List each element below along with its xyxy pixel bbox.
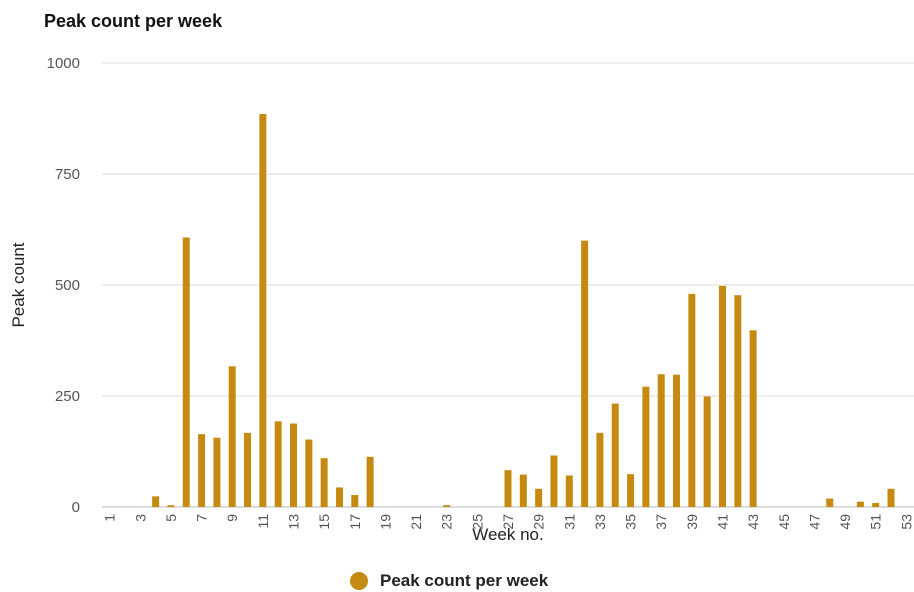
bar xyxy=(718,285,726,507)
x-tick-label: 21 xyxy=(408,514,424,530)
bar xyxy=(565,475,573,507)
x-tick-label: 37 xyxy=(653,514,669,530)
x-tick-label: 47 xyxy=(806,514,822,530)
legend-label: Peak count per week xyxy=(380,571,549,590)
y-tick-label: 250 xyxy=(55,388,80,405)
x-tick-label: 51 xyxy=(868,514,884,530)
x-tick-label: 7 xyxy=(194,514,210,522)
x-tick-label: 31 xyxy=(561,514,577,530)
bar xyxy=(550,455,558,507)
bar xyxy=(351,495,359,507)
bar xyxy=(274,421,282,507)
y-axis-label: Peak count xyxy=(9,242,28,327)
x-tick-label: 35 xyxy=(623,514,639,530)
chart-title: Peak count per week xyxy=(44,11,223,31)
bar xyxy=(519,474,527,507)
x-tick-label: 17 xyxy=(347,514,363,530)
bar xyxy=(688,293,696,507)
bar xyxy=(673,374,681,507)
x-tick-label: 29 xyxy=(531,514,547,530)
x-tick-label: 49 xyxy=(837,514,853,530)
bar xyxy=(642,386,650,507)
bar xyxy=(657,374,665,507)
x-tick-label: 43 xyxy=(745,514,761,530)
y-tick-label: 500 xyxy=(55,277,80,294)
bar xyxy=(535,488,543,507)
x-tick-label: 23 xyxy=(439,514,455,530)
bar xyxy=(305,439,313,507)
bar xyxy=(182,237,190,507)
x-tick-label: 15 xyxy=(316,514,332,530)
x-tick-label: 53 xyxy=(898,514,914,530)
x-axis-label: Week no. xyxy=(472,525,544,544)
bar xyxy=(290,423,298,507)
x-tick-label: 45 xyxy=(776,514,792,530)
bar xyxy=(167,505,175,507)
bar xyxy=(703,396,711,507)
x-tick-label: 13 xyxy=(286,514,302,530)
bar xyxy=(259,114,267,507)
bar xyxy=(872,503,880,507)
bar xyxy=(611,403,619,507)
bar xyxy=(749,330,757,507)
bar xyxy=(152,496,160,507)
x-tick-label: 27 xyxy=(500,514,516,530)
bar xyxy=(856,501,864,507)
x-tick-label: 39 xyxy=(684,514,700,530)
chart-legend[interactable]: Peak count per week xyxy=(350,570,548,592)
x-tick-label: 5 xyxy=(163,514,179,522)
bar xyxy=(228,366,236,507)
bar xyxy=(244,432,252,507)
bar xyxy=(366,456,374,507)
bar xyxy=(335,487,343,507)
x-tick-label: 19 xyxy=(377,514,393,530)
y-tick-label: 750 xyxy=(55,166,80,183)
bar xyxy=(887,488,895,507)
bar xyxy=(734,295,742,507)
y-tick-label: 1000 xyxy=(47,55,80,72)
bar xyxy=(320,458,328,507)
bar xyxy=(213,437,221,507)
bar xyxy=(596,432,604,507)
x-tick-label: 11 xyxy=(255,514,271,529)
y-tick-label: 0 xyxy=(72,499,80,516)
bar xyxy=(198,434,206,507)
bar xyxy=(504,470,512,507)
x-tick-label: 33 xyxy=(592,514,608,530)
x-tick-label: 1 xyxy=(102,514,118,522)
bar xyxy=(627,474,635,507)
x-tick-label: 41 xyxy=(714,514,730,530)
bar xyxy=(581,240,589,507)
bar xyxy=(443,505,451,507)
x-tick-label: 3 xyxy=(132,514,148,522)
x-tick-label: 25 xyxy=(469,514,485,530)
bar xyxy=(826,498,834,507)
legend-swatch-icon xyxy=(350,572,368,590)
x-tick-label: 9 xyxy=(224,514,240,522)
